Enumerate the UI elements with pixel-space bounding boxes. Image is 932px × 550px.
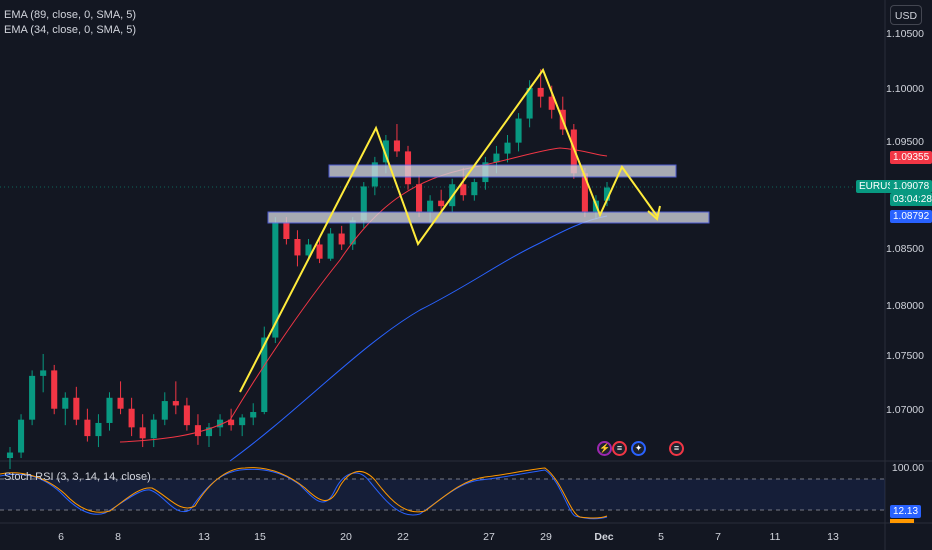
candle-body[interactable] — [349, 220, 356, 245]
candle-body[interactable] — [360, 186, 367, 221]
candle-body[interactable] — [40, 370, 47, 376]
date-tick-label: 20 — [340, 531, 352, 543]
candle-body[interactable] — [161, 401, 168, 420]
candle-body[interactable] — [471, 182, 478, 196]
candle-body[interactable] — [228, 419, 235, 426]
candle-body[interactable] — [427, 200, 434, 212]
ema-89-line — [229, 215, 608, 462]
stoch-rsi-d-line — [0, 467, 608, 519]
candle-body[interactable] — [283, 222, 290, 239]
zigzag-drawing[interactable] — [239, 67, 658, 393]
candle-body[interactable] — [515, 118, 522, 143]
ema-34-line — [119, 147, 608, 443]
candle-body[interactable] — [95, 422, 102, 437]
candle-body[interactable] — [250, 412, 257, 418]
date-tick-label: 27 — [483, 531, 495, 543]
candle-body[interactable] — [493, 153, 500, 163]
candle-body[interactable] — [6, 452, 14, 458]
candle-body[interactable] — [139, 427, 146, 439]
support-zone[interactable] — [267, 211, 710, 224]
candles[interactable] — [6, 69, 611, 469]
date-tick-label: 13 — [827, 531, 839, 543]
ema-89-legend[interactable]: EMA (89, close, 0, SMA, 5) — [4, 9, 137, 21]
stoch-rsi-k-line — [0, 468, 608, 520]
currency-button[interactable]: USD — [890, 5, 922, 25]
candle-body[interactable] — [382, 140, 389, 163]
price-tick-label: 1.08500 — [886, 243, 924, 255]
candle-body[interactable] — [393, 140, 400, 152]
candle-body[interactable] — [416, 184, 423, 212]
eu-flag-icon[interactable]: ✦ — [631, 441, 646, 456]
us-flag-icon[interactable]: ≡ — [612, 441, 627, 456]
stoch-rsi-legend[interactable]: Stoch RSI (3, 3, 14, 14, close) — [4, 471, 151, 483]
date-tick-label: 15 — [254, 531, 266, 543]
candle-body[interactable] — [194, 425, 201, 437]
candle-body[interactable] — [316, 244, 323, 259]
candle-body[interactable] — [261, 337, 268, 413]
candle-body[interactable] — [18, 419, 25, 453]
candle-body[interactable] — [117, 397, 124, 409]
candle-body[interactable] — [603, 187, 611, 201]
candle-body[interactable] — [29, 375, 36, 420]
candle-body[interactable] — [548, 96, 555, 110]
date-tick-label: 22 — [397, 531, 409, 543]
price-tick-label: 1.08000 — [886, 300, 924, 312]
date-tick-label: 5 — [658, 531, 664, 543]
candle-body[interactable] — [305, 244, 312, 256]
candle-body[interactable] — [239, 417, 246, 426]
rsi-d-value-marker — [890, 519, 914, 523]
candle-body[interactable] — [294, 239, 301, 256]
candle-body[interactable] — [338, 233, 345, 245]
candle-body[interactable] — [51, 370, 58, 409]
ema-89-price-tag: 1.08792 — [890, 210, 932, 223]
price-tick-label: 1.07500 — [886, 350, 924, 362]
candle-body[interactable] — [327, 233, 334, 259]
date-tick-label: 7 — [715, 531, 721, 543]
candle-body[interactable] — [150, 419, 157, 439]
candle-body[interactable] — [172, 401, 179, 406]
candle-body[interactable] — [460, 184, 467, 196]
price-tick-label: 1.09500 — [886, 136, 924, 148]
candle-body[interactable] — [73, 397, 80, 420]
date-tick-label: 13 — [198, 531, 210, 543]
candle-body[interactable] — [438, 200, 445, 207]
date-tick-label: Dec — [594, 531, 614, 543]
candle-body[interactable] — [526, 87, 533, 119]
rsi-value-tag: 12.13 — [890, 505, 922, 518]
ema-34-price-tag: 1.09355 — [890, 151, 932, 164]
date-tick-label: 11 — [769, 531, 781, 543]
candle-body[interactable] — [84, 419, 91, 437]
candle-body[interactable] — [581, 173, 588, 212]
last-price-tag: 1.09078 — [890, 180, 932, 193]
candle-body[interactable] — [205, 427, 213, 437]
candle-body[interactable] — [272, 222, 279, 338]
resistance-zone[interactable] — [328, 164, 677, 178]
candle-body[interactable] — [183, 405, 190, 426]
candle-body[interactable] — [106, 397, 113, 423]
rsi-axis-top: 100.00 — [891, 462, 924, 474]
candle-body[interactable] — [537, 87, 544, 97]
date-tick-label: 8 — [115, 531, 121, 543]
date-tick-label: 29 — [540, 531, 552, 543]
candle-body[interactable] — [504, 142, 511, 154]
date-tick-label: 6 — [58, 531, 64, 543]
ema-34-legend[interactable]: EMA (34, close, 0, SMA, 5) — [4, 24, 137, 36]
price-tick-label: 1.10500 — [886, 28, 924, 40]
price-tick-label: 1.07000 — [886, 404, 924, 416]
candle-body[interactable] — [217, 419, 224, 428]
price-tick-label: 1.10000 — [886, 83, 924, 95]
countdown-tag: 03:04:28 — [890, 193, 932, 206]
candle-body[interactable] — [128, 408, 135, 428]
projection-arrow-icon — [647, 205, 661, 221]
rsi-band — [0, 479, 885, 510]
candle-body[interactable] — [62, 397, 69, 409]
us-flag-icon[interactable]: ≡ — [669, 441, 684, 456]
candle-body[interactable] — [570, 129, 577, 174]
lightning-icon[interactable]: ⚡ — [597, 441, 612, 456]
